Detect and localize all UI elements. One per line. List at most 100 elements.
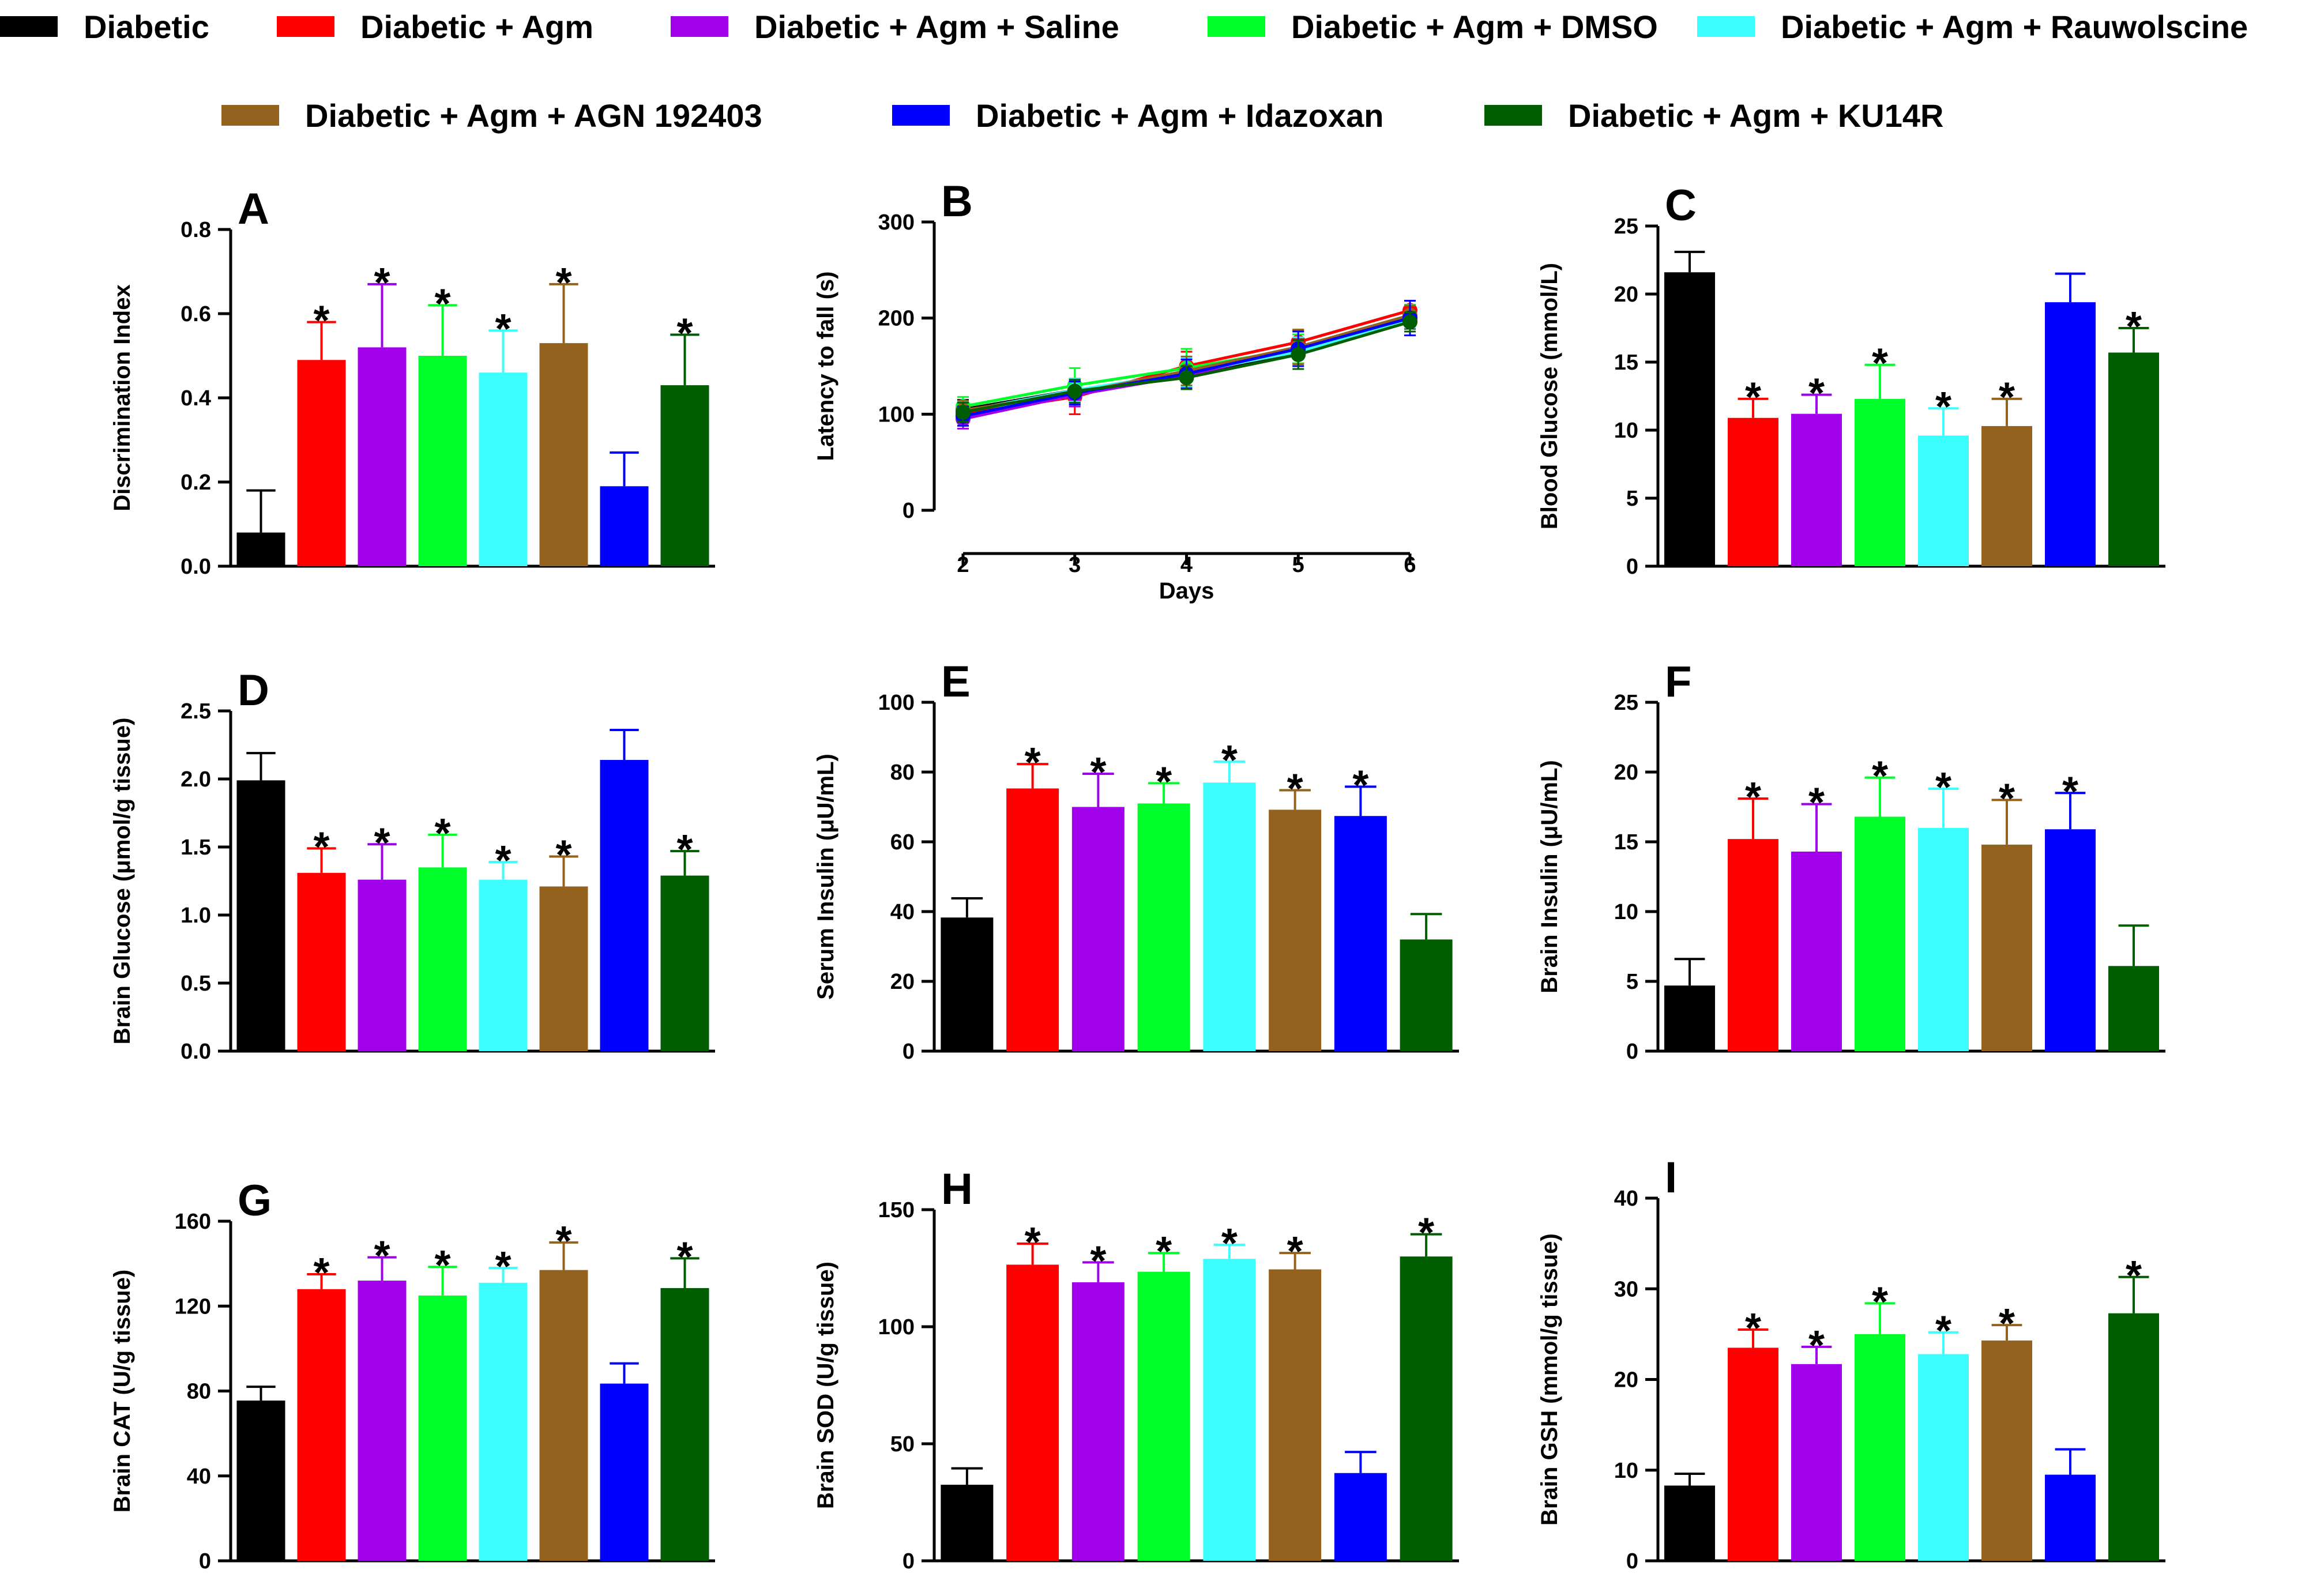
bar — [236, 532, 285, 566]
y-tick-label: 300 — [878, 210, 915, 235]
significance-star: * — [495, 838, 511, 884]
bar — [1664, 272, 1715, 566]
significance-star: * — [555, 1218, 571, 1264]
bar — [418, 356, 467, 566]
x-axis-title: Days — [1159, 578, 1214, 604]
panel-d: 0.0 0.5 1.0 1.5 2.0 2.5 Brain Glucose (μmol/g … — [110, 666, 715, 1064]
bar — [1981, 844, 2032, 1051]
bar — [236, 1401, 285, 1561]
bar — [1334, 1473, 1387, 1561]
y-tick-label: 0 — [902, 1549, 915, 1574]
data-point — [956, 405, 971, 420]
significance-star: * — [1999, 776, 2015, 822]
panel-letter: C — [1665, 181, 1697, 230]
y-tick-label: 0.6 — [180, 302, 211, 326]
bar — [1855, 1334, 1905, 1561]
bar — [1918, 1354, 1969, 1561]
bar — [1137, 1271, 1190, 1561]
y-tick-label: 80 — [187, 1380, 211, 1404]
y-tick-label: 160 — [175, 1210, 211, 1234]
y-tick-label: 30 — [1614, 1277, 1638, 1301]
panels: 0.0 0.2 0.4 0.6 0.8 Discrimination Index A * * * *… — [110, 177, 2165, 1574]
y-tick-label: 1.5 — [180, 835, 211, 860]
bar — [1791, 851, 1842, 1051]
bar — [1664, 1485, 1715, 1561]
y-tick-label: 60 — [890, 830, 915, 855]
panel-b: 0 100 200 300 Latency to fall (s) 2 3 4 5 6 Days B — [813, 177, 1417, 604]
bar — [297, 1289, 346, 1561]
bar — [1918, 435, 1969, 566]
y-tick-label: 40 — [187, 1465, 211, 1489]
y-tick-label: 2.5 — [180, 699, 211, 724]
significance-star: * — [374, 820, 390, 866]
bar — [1006, 788, 1059, 1051]
panel-letter: B — [941, 177, 973, 226]
legend-swatch — [277, 16, 334, 37]
y-tick-label: 0 — [1626, 1040, 1638, 1064]
y-tick-label: 15 — [1614, 830, 1638, 855]
y-tick-label: 50 — [890, 1432, 915, 1456]
significance-star: * — [434, 281, 450, 327]
bar — [1855, 398, 1905, 566]
bar — [539, 343, 588, 566]
bar — [2045, 302, 2096, 566]
significance-star: * — [1418, 1210, 1434, 1256]
bar — [941, 1485, 994, 1561]
y-tick-label: 0 — [199, 1549, 211, 1574]
y-tick-label: 20 — [1614, 283, 1638, 307]
significance-star: * — [1808, 780, 1825, 826]
bar — [479, 1282, 528, 1561]
y-tick-label: 20 — [1614, 761, 1638, 785]
legend-swatch — [892, 105, 950, 126]
panel-letter: A — [238, 185, 269, 234]
significance-star: * — [374, 1233, 390, 1279]
y-tick-label: 10 — [1614, 1459, 1638, 1483]
legend: Diabetic Diabetic + Agm Diabetic + Agm + S… — [0, 9, 2248, 134]
bar — [1791, 413, 1842, 566]
significance-star: * — [313, 1250, 329, 1296]
bar — [600, 1383, 649, 1561]
legend-label: Diabetic — [84, 9, 209, 45]
significance-star: * — [1156, 759, 1172, 805]
panel-letter: G — [238, 1176, 272, 1225]
legend-label: Diabetic + Agm + Idazoxan — [976, 97, 1383, 134]
bar — [418, 867, 467, 1051]
panel-letter: E — [941, 657, 971, 706]
legend-item: Diabetic + Agm + AGN 192403 — [221, 97, 762, 134]
legend-item: Diabetic — [0, 9, 209, 45]
data-point — [1179, 370, 1194, 385]
bar — [479, 372, 528, 566]
significance-star: * — [555, 833, 571, 879]
significance-star: * — [1808, 371, 1825, 417]
significance-star: * — [1090, 1238, 1106, 1284]
legend-item: Diabetic + Agm + KU14R — [1484, 97, 1943, 134]
significance-star: * — [1872, 754, 1888, 800]
x-tick-label: 3 — [1069, 553, 1081, 577]
y-tick-label: 100 — [878, 402, 915, 427]
bar — [1334, 816, 1387, 1051]
bar — [1071, 807, 1125, 1051]
bar — [2045, 829, 2096, 1051]
y-tick-label: 0.0 — [180, 1040, 211, 1064]
legend-swatch — [1208, 16, 1265, 37]
y-tick-label: 1.0 — [180, 904, 211, 928]
y-axis-title: Latency to fall (s) — [813, 272, 838, 461]
panel-g: 0 40 80 120 160 Brain CAT (U/g tissue) G * * * * * * — [110, 1176, 715, 1574]
significance-star: * — [1287, 766, 1303, 812]
significance-star: * — [1999, 1301, 2015, 1347]
bar — [297, 360, 346, 566]
bar — [1071, 1282, 1125, 1561]
bar — [1400, 939, 1453, 1051]
bar — [1269, 1269, 1322, 1561]
significance-star: * — [1935, 1308, 1951, 1354]
legend-label: Diabetic + Agm + Saline — [754, 9, 1119, 45]
legend-swatch — [671, 16, 728, 37]
panel-f: 0 5 10 15 20 25 Brain Insulin (μU/mL) F * * * * * * — [1537, 657, 2165, 1064]
significance-star: * — [1745, 774, 1761, 820]
significance-star: * — [2126, 1253, 2142, 1299]
significance-star: * — [374, 260, 390, 306]
y-axis-title: Discrimination Index — [110, 284, 135, 511]
significance-star: * — [1808, 1323, 1825, 1369]
y-tick-label: 20 — [890, 970, 915, 994]
